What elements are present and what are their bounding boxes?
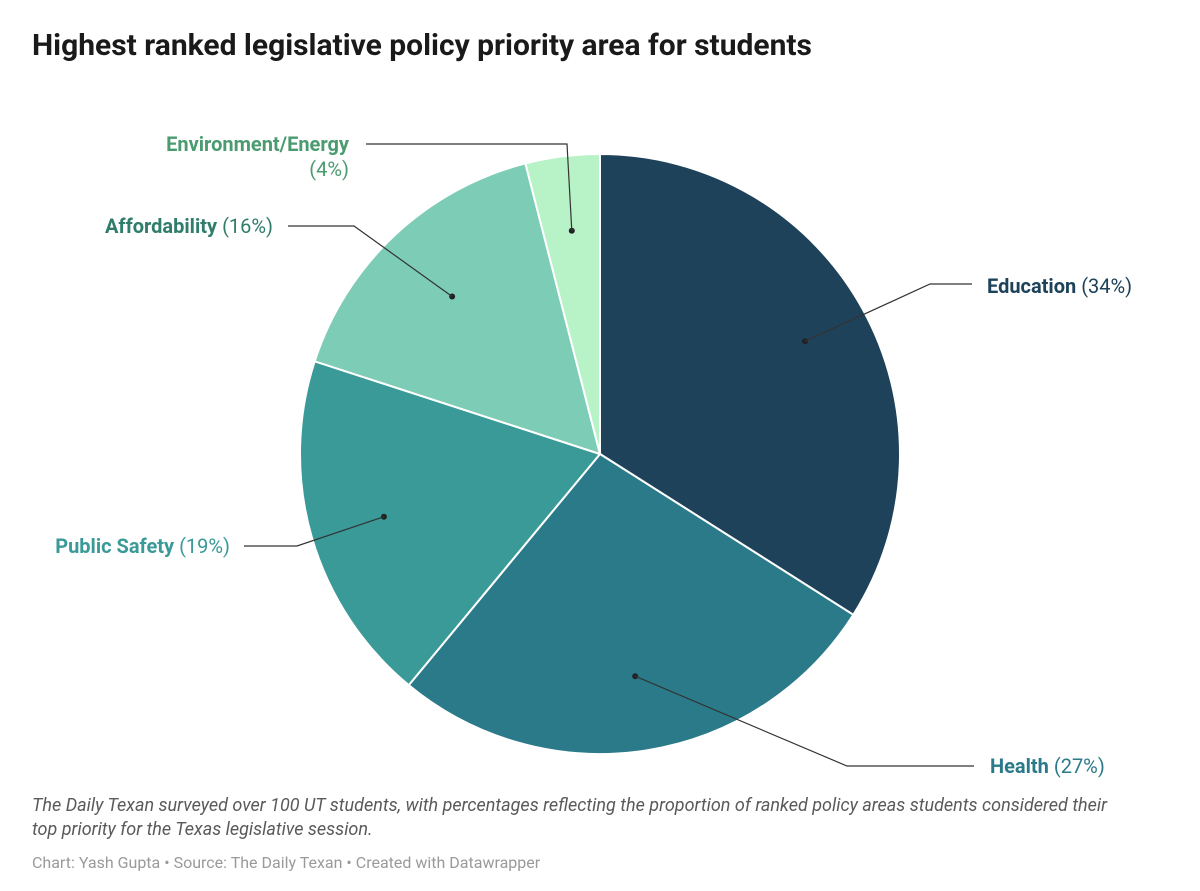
pie-svg bbox=[32, 84, 1168, 784]
chart-title: Highest ranked legislative policy priori… bbox=[32, 28, 1168, 64]
pie-chart: Education (34%) Health (27%) Public Safety… bbox=[32, 84, 1168, 784]
slice-label: Affordability (16%) bbox=[105, 214, 273, 239]
slice-label: Environment/Energy(4%) bbox=[166, 132, 349, 182]
chart-footnote: The Daily Texan surveyed over 100 UT stu… bbox=[32, 794, 1132, 843]
slice-label: Public Safety (19%) bbox=[55, 534, 230, 559]
slice-label: Education (34%) bbox=[987, 274, 1132, 299]
chart-credit: Chart: Yash Gupta • Source: The Daily Te… bbox=[32, 853, 1168, 872]
slice-label: Health (27%) bbox=[990, 754, 1105, 779]
